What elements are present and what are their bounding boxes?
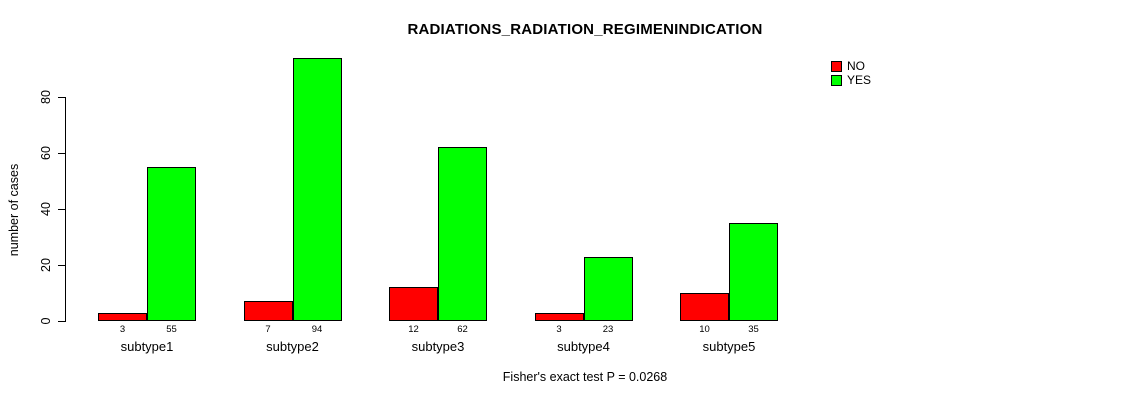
- bar-subtype1-yes: [147, 167, 196, 321]
- bar-subtype4-yes: [583, 256, 633, 321]
- y-axis-tick: [58, 97, 65, 98]
- y-tick-label: 40: [39, 202, 53, 216]
- x-category-label-subtype1: subtype1: [120, 339, 174, 354]
- bar-value-label: 94: [311, 324, 323, 335]
- bar-value-label: 3: [119, 324, 126, 335]
- legend-entry-no: NO: [831, 60, 871, 73]
- bar-value-label: 62: [457, 324, 468, 335]
- y-axis-label: number of cases: [7, 163, 21, 257]
- y-tick-label: 0: [39, 317, 53, 325]
- x-category-label-subtype5: subtype5: [702, 339, 756, 354]
- y-tick-label: 20: [39, 258, 53, 272]
- y-tick-label: 60: [39, 146, 53, 160]
- legend-label-no: NO: [847, 59, 865, 73]
- y-axis-tick: [58, 209, 65, 210]
- bar-value-label: 55: [166, 324, 177, 335]
- bar-value-label: 10: [699, 324, 710, 335]
- bar-subtype1-no: [98, 312, 147, 321]
- bar-subtype5-yes: [729, 223, 778, 321]
- y-axis-line: [65, 97, 66, 322]
- x-category-label-subtype2: subtype2: [266, 339, 319, 354]
- bar-value-label: 7: [265, 324, 271, 335]
- bar-subtype4-no: [534, 312, 584, 321]
- bar-subtype2-no: [243, 301, 293, 321]
- fisher-test-annotation: Fisher's exact test P = 0.0268: [502, 370, 668, 384]
- legend: NO YES: [831, 60, 871, 88]
- y-axis-tick: [58, 153, 65, 154]
- legend-label-yes: YES: [847, 73, 872, 87]
- x-category-label-subtype4: subtype4: [557, 339, 610, 354]
- bar-subtype3-no: [389, 287, 438, 321]
- bar-subtype5-no: [680, 293, 729, 321]
- legend-swatch-yes: [831, 75, 842, 86]
- y-axis-tick: [58, 265, 65, 266]
- bar-subtype2-yes: [292, 57, 342, 321]
- legend-entry-yes: YES: [831, 74, 871, 87]
- y-axis-tick: [58, 321, 65, 322]
- x-category-label-subtype3: subtype3: [411, 339, 465, 354]
- legend-swatch-no: [831, 61, 842, 72]
- bar-value-label: 3: [556, 324, 562, 335]
- y-tick-label: 80: [39, 90, 53, 104]
- bar-subtype3-yes: [438, 147, 487, 321]
- bar-value-label: 35: [748, 324, 759, 335]
- chart-title: RADIATIONS_RADIATION_REGIMENINDICATION: [407, 21, 763, 38]
- bar-value-label: 12: [408, 324, 419, 335]
- bar-value-label: 23: [602, 324, 614, 335]
